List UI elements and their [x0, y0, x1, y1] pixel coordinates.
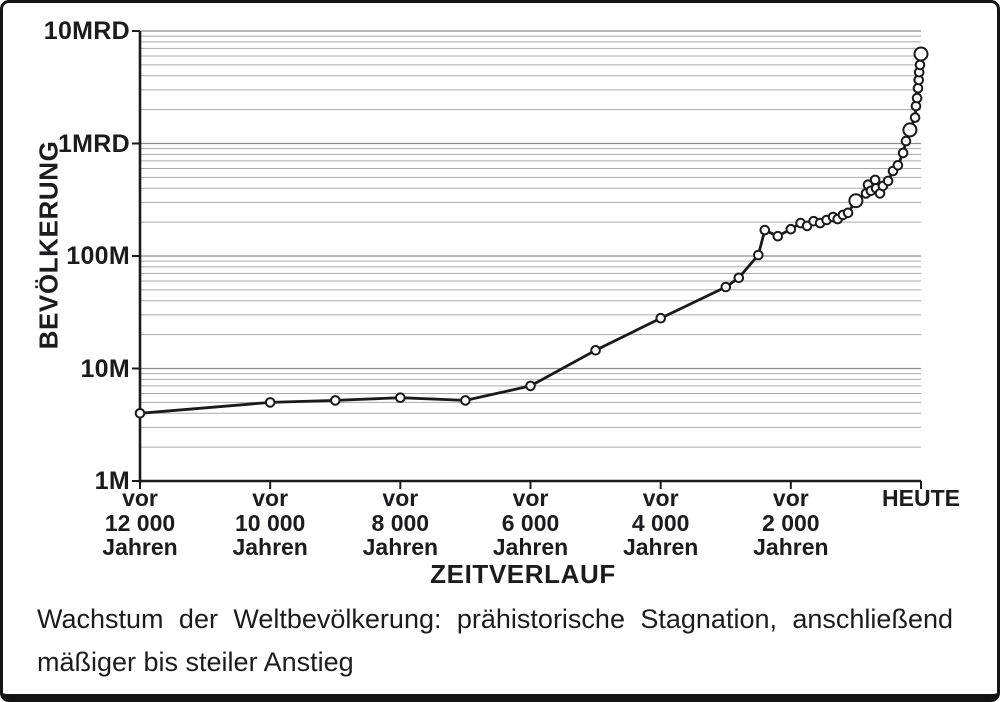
data-point-marker — [772, 230, 784, 242]
data-point-marker — [911, 92, 923, 104]
data-point-marker — [590, 345, 601, 356]
population-curve — [138, 52, 923, 415]
x-tick-label-line: vor — [252, 485, 289, 511]
x-tick-label-line: vor — [642, 485, 679, 511]
data-point-marker — [909, 112, 921, 123]
data-point-marker — [655, 312, 667, 324]
x-tick-label-line: Jahren — [753, 534, 829, 560]
data-point-marker — [330, 395, 341, 406]
x-tick-label: vor 2 000 Jahren — [716, 486, 866, 560]
x-tick-label-line: 10 000 — [234, 509, 306, 536]
data-point-marker — [914, 59, 926, 71]
data-point-marker — [848, 193, 864, 209]
x-tick-label-line: 4 000 — [631, 509, 690, 536]
x-tick-label-line: vor — [382, 485, 419, 511]
x-tick-label: vor 10 000 Jahren — [195, 486, 345, 560]
data-point-marker — [733, 272, 745, 284]
data-point-marker — [913, 46, 929, 62]
data-point-marker — [897, 147, 909, 159]
data-point-marker — [395, 392, 406, 404]
data-point-marker — [460, 395, 471, 406]
data-point-marker — [869, 174, 881, 186]
data-point-marker — [902, 122, 918, 138]
x-tick-label: vor 8 000 Jahren — [325, 486, 475, 560]
x-tick-label-line: Jahren — [492, 534, 569, 560]
x-tick-label-line: HEUTE — [882, 485, 960, 511]
data-point-marker — [892, 160, 904, 171]
x-tick-label: HEUTE — [846, 486, 996, 511]
x-tick-label-line: Jahren — [232, 534, 308, 560]
x-tick-label: vor 6 000 Jahren — [456, 486, 606, 560]
x-tick-label-line: 12 000 — [104, 509, 176, 536]
caption-line-2: mäßiger bis steiler Anstieg — [37, 647, 354, 677]
population-growth-chart — [132, 30, 929, 489]
x-tick-label-line: Jahren — [102, 534, 178, 560]
x-tick-label-line: Jahren — [622, 534, 699, 560]
data-point-marker — [900, 135, 912, 147]
data-point-marker — [759, 224, 771, 236]
data-point-marker — [525, 380, 536, 392]
data-point-marker — [134, 408, 146, 419]
x-tick-label-line: Jahren — [362, 534, 439, 560]
x-tick-label-line: vor — [122, 485, 158, 511]
data-point-marker — [842, 207, 854, 219]
y-tick-label: 10MRD — [43, 17, 130, 45]
y-tick-label: 10M — [80, 354, 130, 383]
data-point-marker — [785, 223, 797, 235]
y-tick-label: 1M — [94, 467, 130, 495]
data-point-marker — [882, 175, 894, 187]
data-point-marker — [264, 397, 276, 408]
x-tick-label-line: vor — [772, 485, 809, 511]
x-tick-label: vor 12 000 Jahren — [65, 486, 215, 560]
y-tick-label: 100M — [66, 242, 130, 270]
figure-caption: Wachstum der Weltbevölkerung: prähistori… — [37, 598, 953, 684]
x-tick-label-line: 6 000 — [501, 509, 560, 536]
data-point-marker — [753, 249, 764, 261]
x-tick-label-line: 8 000 — [371, 509, 430, 536]
y-tick-label: 1MRD — [57, 129, 130, 158]
caption-line-1: Wachstum der Weltbevölkerung: prähistori… — [37, 604, 953, 634]
x-tick-label-line: 2 000 — [762, 509, 820, 536]
x-tick-label: vor 4 000 Jahren — [586, 486, 736, 560]
x-tick-label-line: vor — [512, 485, 549, 511]
data-point-marker — [720, 281, 732, 293]
x-axis-title: ZEITVERLAUF — [430, 559, 616, 589]
